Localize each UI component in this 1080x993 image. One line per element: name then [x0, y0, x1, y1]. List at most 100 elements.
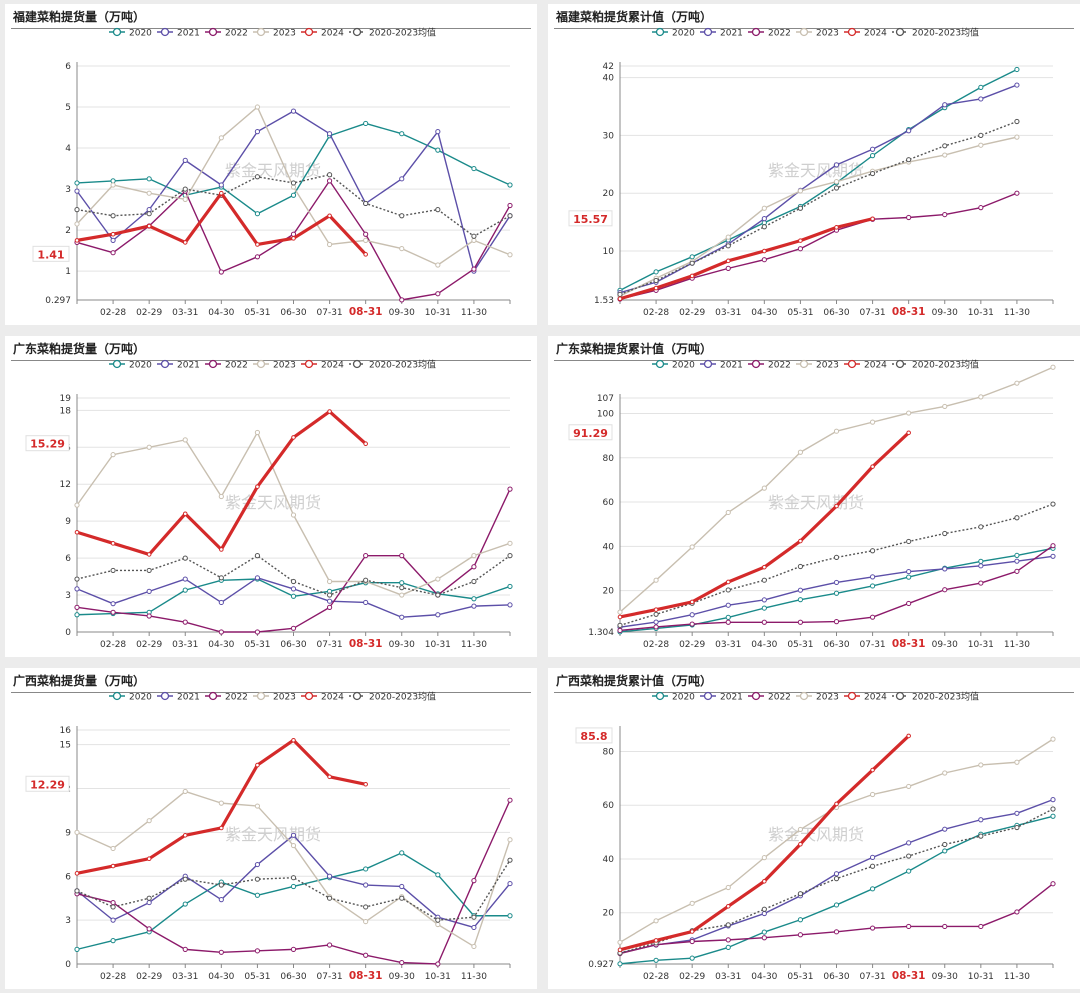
data-point — [363, 882, 369, 888]
x-tick-label: 08-31 — [349, 306, 383, 318]
latest-value-text: 12.29 — [30, 778, 65, 791]
data-point — [798, 538, 803, 544]
series-line — [76, 738, 366, 875]
legend: 2020 2021 2022 2023 2024 2020-2023均值 — [109, 27, 436, 39]
x-tick-label: 03-31 — [715, 972, 741, 982]
data-point — [869, 153, 876, 159]
series-avg — [617, 118, 1020, 297]
data-point — [218, 269, 224, 275]
data-point — [870, 767, 875, 773]
data-point — [762, 879, 767, 884]
data-point — [906, 214, 912, 221]
legend-marker-icon — [112, 27, 122, 37]
data-point — [435, 612, 441, 618]
data-point — [74, 612, 80, 618]
y-tick-label: 18 — [60, 406, 72, 416]
data-point — [399, 614, 405, 620]
data-point — [725, 619, 731, 625]
data-point — [471, 165, 477, 172]
legend-label: 2020 — [672, 29, 695, 39]
legend-item: 2024 — [301, 691, 344, 703]
data-point — [219, 825, 224, 831]
x-tick-label: 02-28 — [100, 640, 126, 650]
data-point — [869, 419, 876, 425]
series-2023 — [617, 134, 1020, 299]
x-tick-label: 11-30 — [1004, 972, 1030, 982]
data-point — [725, 884, 731, 891]
data-point — [291, 737, 296, 743]
data-point — [761, 257, 767, 263]
legend-label: 2024 — [321, 361, 344, 371]
data-point — [290, 108, 297, 114]
x-tick-label: 02-29 — [136, 640, 162, 650]
chart-title: 广西菜粕提货累计值（万吨） — [556, 674, 713, 688]
y-tick-label: 30 — [603, 131, 615, 141]
label-box — [25, 775, 70, 792]
data-point — [1014, 82, 1020, 88]
data-point — [869, 925, 876, 931]
data-point — [254, 575, 261, 581]
y-tick-label: 6 — [65, 554, 71, 564]
legend: 2020 2021 2022 2023 2024 2020-2023均值 — [652, 27, 979, 39]
data-point — [833, 871, 840, 877]
legend-label: 2022 — [768, 29, 791, 39]
data-point — [435, 921, 441, 928]
data-point — [399, 959, 405, 966]
data-point — [507, 880, 513, 887]
data-point — [254, 174, 261, 180]
data-point — [869, 863, 876, 869]
data-point — [74, 188, 80, 194]
legend-marker-icon — [799, 27, 809, 37]
data-point — [182, 555, 188, 561]
legend-label: 2020 — [129, 29, 152, 39]
data-point — [653, 619, 659, 625]
data-point — [906, 538, 912, 545]
data-point — [74, 946, 80, 952]
watermark: 紫金天风期货 — [768, 161, 864, 180]
data-point — [689, 273, 695, 279]
y-tick-label: 3 — [65, 591, 71, 601]
data-point — [833, 619, 840, 625]
y-tick-label: 20 — [603, 587, 615, 597]
series-line — [619, 84, 1018, 294]
legend-item: 2020-2023均值 — [892, 27, 979, 39]
legend-item: 2022 — [205, 27, 248, 39]
data-point — [435, 872, 441, 878]
data-point — [471, 266, 477, 272]
data-point — [1050, 736, 1056, 742]
data-point — [725, 258, 731, 264]
data-point — [110, 917, 116, 923]
legend-label: 2021 — [177, 361, 200, 371]
data-point — [146, 895, 152, 901]
legend-label: 2023 — [273, 29, 296, 39]
data-point — [146, 613, 152, 619]
data-point — [906, 568, 912, 575]
legend-item: 2021 — [700, 691, 743, 703]
data-point — [978, 96, 984, 102]
data-point — [435, 147, 441, 153]
x-tick-label: 02-29 — [679, 640, 705, 650]
legend-marker-icon — [256, 691, 266, 701]
y-tick-label: 19 — [60, 394, 72, 404]
data-point — [725, 937, 731, 943]
series-line — [76, 409, 367, 557]
data-point — [182, 587, 188, 593]
data-point — [507, 553, 513, 559]
legend-label: 2020-2023均值 — [912, 27, 979, 39]
data-point — [326, 598, 333, 604]
data-point — [653, 611, 659, 617]
data-point — [507, 202, 513, 209]
data-point — [1014, 759, 1020, 765]
data-point — [399, 592, 405, 598]
x-tick-label: 08-31 — [892, 306, 926, 318]
x-tick-label: 03-31 — [715, 308, 741, 318]
data-point — [725, 265, 731, 271]
data-point — [471, 878, 477, 884]
data-point — [435, 961, 441, 967]
chart-panel-fujian-volume: 福建菜粕提货量（万吨） 2020 2021 2022 2023 2024 2020-202… — [5, 4, 537, 325]
legend-label: 2024 — [864, 693, 887, 703]
x-tick-label: 06-30 — [823, 308, 849, 318]
data-point — [797, 205, 804, 211]
legend-label: 2020-2023均值 — [369, 359, 436, 371]
legend-item: 2021 — [157, 691, 200, 703]
